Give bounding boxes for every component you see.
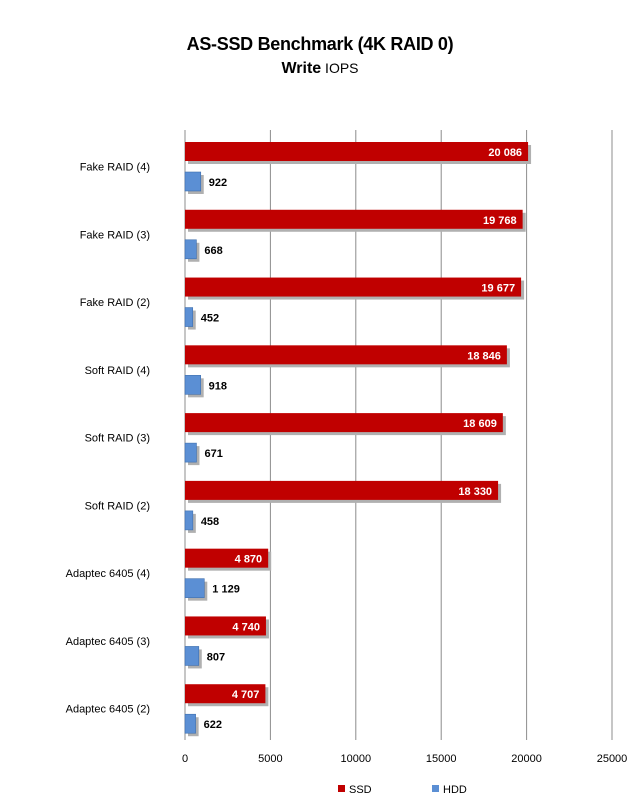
chart-title: AS-SSD Benchmark (4K RAID 0) bbox=[186, 34, 454, 54]
bar-ssd bbox=[185, 209, 523, 229]
bar-hdd bbox=[184, 713, 196, 734]
bar-hdd bbox=[184, 239, 197, 260]
data-label-hdd: 1 129 bbox=[212, 584, 240, 596]
data-label-ssd: 18 609 bbox=[463, 418, 497, 430]
bar-hdd bbox=[184, 375, 201, 395]
x-tick-label: 0 bbox=[182, 753, 188, 765]
legend-swatch-hdd bbox=[432, 785, 439, 792]
data-label-hdd: 918 bbox=[209, 380, 227, 392]
category-label: Fake RAID (2) bbox=[80, 297, 150, 309]
data-label-hdd: 671 bbox=[204, 448, 222, 460]
bar-ssd bbox=[185, 548, 269, 568]
data-label-hdd: 922 bbox=[209, 177, 227, 189]
x-tick-label: 5000 bbox=[258, 753, 282, 765]
category-label: Fake RAID (4) bbox=[80, 162, 150, 174]
bar-ssd bbox=[185, 345, 507, 365]
chart-subtitle: Write IOPS bbox=[0, 60, 640, 78]
x-tick-label: 10000 bbox=[341, 753, 372, 765]
bar-ssd bbox=[185, 413, 503, 433]
category-label: Soft RAID (4) bbox=[85, 365, 150, 377]
category-label: Adaptec 6405 (3) bbox=[66, 636, 150, 648]
x-tick-label: 20000 bbox=[511, 753, 542, 765]
bar-hdd bbox=[184, 578, 205, 598]
data-label-hdd: 807 bbox=[207, 651, 225, 663]
category-label: Adaptec 6405 (4) bbox=[66, 568, 150, 580]
data-label-ssd: 4 707 bbox=[232, 689, 260, 701]
data-label-hdd: 452 bbox=[201, 313, 219, 325]
legend-swatch-ssd bbox=[338, 785, 345, 792]
category-label: Soft RAID (3) bbox=[85, 433, 150, 445]
category-label: Soft RAID (2) bbox=[85, 500, 150, 512]
data-label-hdd: 458 bbox=[201, 516, 219, 528]
bar-ssd bbox=[185, 684, 266, 704]
x-tick-label: 25000 bbox=[597, 753, 628, 765]
bar-hdd bbox=[184, 442, 197, 463]
data-label-ssd: 4 870 bbox=[235, 554, 263, 566]
legend-label-ssd: SSD bbox=[349, 784, 372, 796]
bar-ssd bbox=[185, 480, 499, 500]
subtitle-bold: Write bbox=[281, 60, 322, 77]
data-label-ssd: 18 846 bbox=[467, 350, 501, 362]
bar-ssd bbox=[185, 277, 522, 297]
subtitle-rest: IOPS bbox=[321, 60, 359, 76]
bar-hdd bbox=[184, 307, 194, 327]
bar-hdd bbox=[184, 171, 202, 192]
data-label-ssd: 18 330 bbox=[458, 486, 492, 498]
data-label-ssd: 4 740 bbox=[232, 621, 260, 633]
category-label: Adaptec 6405 (2) bbox=[66, 704, 150, 716]
bar-hdd bbox=[184, 646, 200, 666]
data-label-ssd: 19 768 bbox=[483, 215, 517, 227]
data-label-ssd: 19 677 bbox=[481, 283, 515, 295]
x-tick-label: 15000 bbox=[426, 753, 457, 765]
bar-ssd bbox=[185, 616, 266, 636]
bar-hdd bbox=[184, 510, 194, 531]
data-label-ssd: 20 086 bbox=[488, 147, 522, 159]
legend-label-hdd: HDD bbox=[443, 784, 467, 796]
data-label-hdd: 668 bbox=[204, 245, 222, 257]
data-label-hdd: 622 bbox=[204, 719, 222, 731]
category-label: Fake RAID (3) bbox=[80, 229, 150, 241]
bar-ssd bbox=[185, 142, 529, 161]
